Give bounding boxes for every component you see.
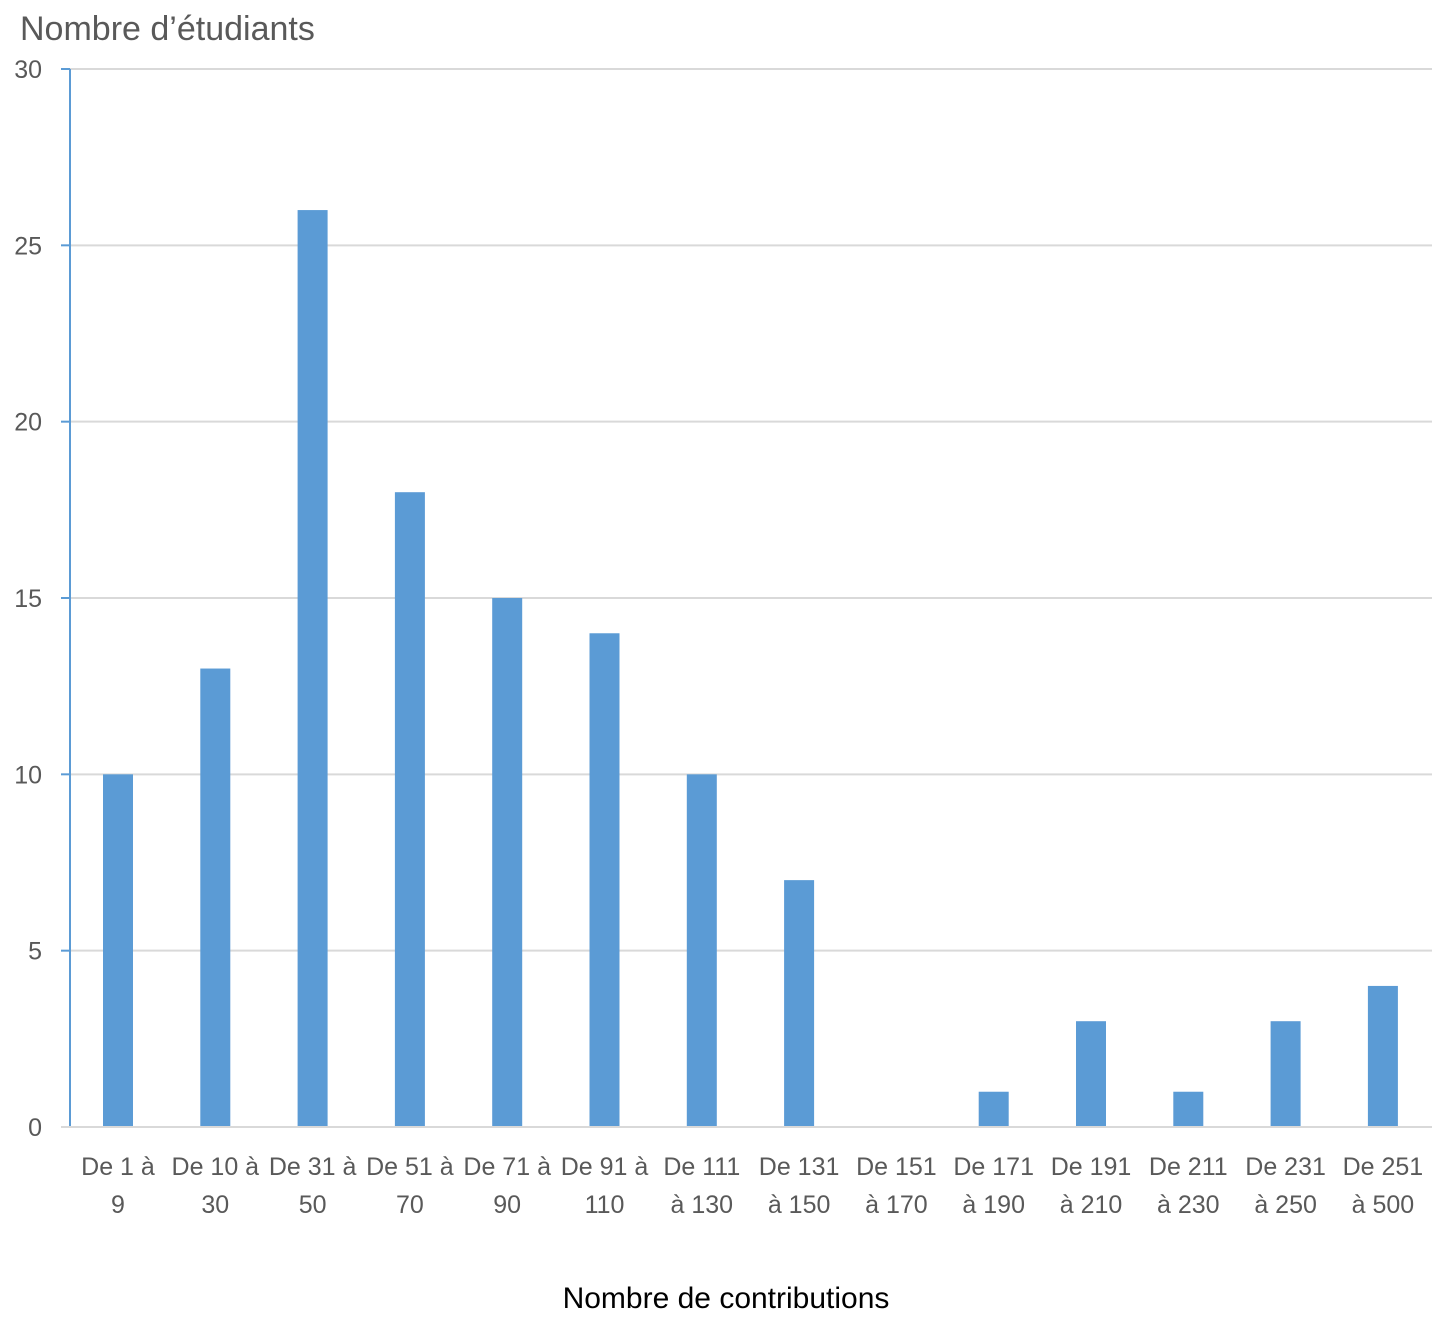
bar-6 [589, 633, 620, 1127]
y-axis-ticks: 0 5 10 15 20 25 30 [14, 56, 70, 1142]
bars [103, 210, 1398, 1128]
y-tick-label: 10 [14, 761, 42, 789]
x-tick-label: 9 [111, 1191, 125, 1219]
y-tick-label: 25 [14, 232, 42, 260]
x-tick-label: à 210 [1060, 1191, 1123, 1219]
x-tick-label: De 71 à [463, 1153, 551, 1181]
y-tick-label: 30 [14, 56, 42, 84]
x-tick-label: 50 [299, 1191, 327, 1219]
y-tick-label: 5 [28, 938, 42, 966]
bar-10 [978, 1091, 1009, 1127]
x-tick-label: De 1 à [81, 1153, 155, 1181]
x-tick-label: De 251 [1343, 1153, 1424, 1181]
y-axis-title: Nombre d’étudiants [20, 10, 315, 48]
bar-7 [686, 774, 717, 1127]
x-tick-label: 110 [585, 1191, 625, 1219]
x-tick-label: De 31 à [269, 1153, 357, 1181]
x-tick-label: De 10 à [172, 1153, 260, 1181]
axes [61, 69, 1432, 1128]
bar-14 [1367, 985, 1398, 1127]
y-tick-label: 0 [28, 1114, 42, 1142]
y-tick-label: 20 [14, 409, 42, 437]
bar-5 [492, 598, 523, 1127]
bar-3 [297, 210, 328, 1128]
x-tick-label: De 191 [1051, 1153, 1132, 1181]
x-tick-label: De 91 à [561, 1153, 649, 1181]
x-tick-label: De 171 [953, 1153, 1034, 1181]
x-tick-label: 90 [493, 1191, 521, 1219]
x-tick-label: De 131 [759, 1153, 840, 1181]
x-axis-title: Nombre de contributions [562, 1282, 890, 1315]
x-tick-label: De 151 [856, 1153, 937, 1181]
x-axis-ticks: De 1 à 9 De 10 à 30 De 31 à 50 De 51 à 70 De 71 … [81, 1153, 1423, 1219]
bar-2 [200, 668, 231, 1127]
x-tick-label: à 250 [1254, 1191, 1317, 1219]
x-tick-label: De 211 [1149, 1153, 1228, 1181]
x-tick-label: à 170 [865, 1191, 928, 1219]
x-tick-label: De 111 [663, 1153, 740, 1181]
x-tick-label: 70 [396, 1191, 424, 1219]
x-tick-label: à 190 [962, 1191, 1025, 1219]
gridlines [70, 68, 1432, 952]
bar-12 [1173, 1091, 1204, 1127]
y-tick-label: 15 [14, 585, 42, 613]
bar-13 [1270, 1021, 1301, 1127]
x-tick-label: à 230 [1157, 1191, 1220, 1219]
x-tick-label: 30 [201, 1191, 229, 1219]
bar-1 [103, 774, 133, 1127]
bar-4 [394, 492, 425, 1127]
x-tick-label: à 150 [768, 1191, 831, 1219]
x-tick-label: De 231 [1245, 1153, 1326, 1181]
x-tick-label: à 130 [671, 1191, 734, 1219]
bar-8 [784, 880, 815, 1127]
x-tick-label: à 500 [1352, 1191, 1415, 1219]
bar-11 [1076, 1021, 1106, 1127]
x-tick-label: De 51 à [366, 1153, 454, 1181]
